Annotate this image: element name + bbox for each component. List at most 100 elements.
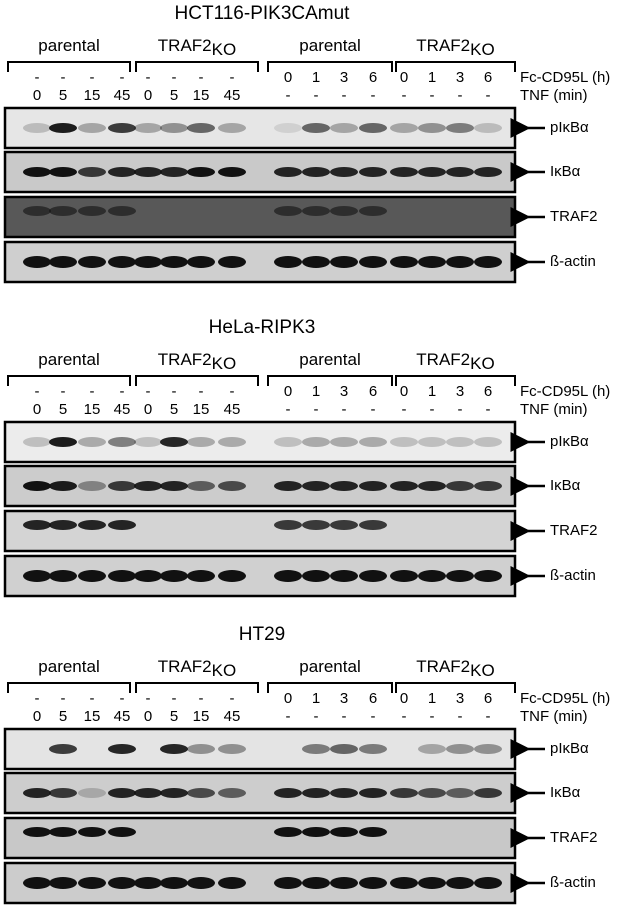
group-name: parental	[38, 350, 99, 369]
band	[108, 744, 136, 754]
group-name: TRAF2	[158, 350, 212, 369]
band	[23, 877, 51, 889]
tnf-lane-label: 0	[33, 87, 41, 104]
band	[187, 481, 215, 491]
fc-lane-label: 6	[369, 383, 377, 400]
band	[134, 437, 162, 447]
blot-label: IκBα	[550, 784, 581, 801]
band	[49, 520, 77, 530]
group-label: parental	[38, 657, 99, 676]
tnf-lane-label: 45	[114, 708, 131, 725]
tnf-lane-label: 15	[193, 401, 210, 418]
band	[108, 520, 136, 530]
band	[446, 437, 474, 447]
band	[187, 744, 215, 754]
fc-lane-label: 0	[284, 69, 292, 86]
band	[418, 256, 446, 268]
tnf-lane-label: 0	[33, 401, 41, 418]
fc-lane-label: 6	[484, 383, 492, 400]
band	[108, 206, 136, 216]
row-label: TNF (min)	[520, 401, 588, 418]
tnf-lane-label: -	[342, 708, 347, 725]
band	[446, 788, 474, 798]
band	[390, 437, 418, 447]
band	[78, 827, 106, 837]
blot-label: pIκBα	[550, 433, 589, 450]
band	[108, 123, 136, 133]
group-suffix: KO	[470, 661, 495, 680]
group-bracket	[267, 682, 393, 693]
band	[474, 123, 502, 133]
band	[390, 570, 418, 582]
band	[160, 437, 188, 447]
group-bracket	[135, 682, 259, 693]
fc-lane-label: 6	[484, 690, 492, 707]
group-bracket	[395, 682, 516, 693]
band	[49, 744, 77, 754]
tnf-lane-label: -	[371, 401, 376, 418]
band	[302, 206, 330, 216]
fc-lane-label: -	[35, 69, 40, 86]
band	[359, 481, 387, 491]
band	[23, 788, 51, 798]
band	[418, 877, 446, 889]
band	[108, 877, 136, 889]
tnf-lane-label: 45	[224, 708, 241, 725]
blot	[3, 816, 517, 860]
band	[274, 570, 302, 582]
band	[218, 877, 246, 889]
band	[330, 520, 358, 530]
fc-lane-label: 1	[428, 690, 436, 707]
group-label: TRAF2KO	[158, 36, 236, 59]
tnf-lane-label: -	[286, 708, 291, 725]
band	[218, 570, 246, 582]
group-name: TRAF2	[416, 36, 470, 55]
blot-label: pIκBα	[550, 740, 589, 757]
tnf-lane-label: 15	[193, 87, 210, 104]
band	[274, 256, 302, 268]
tnf-lane-label: 5	[170, 401, 178, 418]
fc-lane-label: 0	[400, 690, 408, 707]
band	[134, 256, 162, 268]
band	[134, 123, 162, 133]
band	[108, 256, 136, 268]
band	[108, 827, 136, 837]
fc-lane-label: 0	[284, 383, 292, 400]
fc-lane-label: 0	[400, 69, 408, 86]
band	[302, 256, 330, 268]
fc-lane-label: -	[230, 69, 235, 86]
band	[302, 520, 330, 530]
group-suffix: KO	[470, 40, 495, 59]
band	[330, 206, 358, 216]
band	[134, 570, 162, 582]
band	[274, 788, 302, 798]
band	[418, 123, 446, 133]
band	[160, 570, 188, 582]
band	[187, 788, 215, 798]
group-bracket	[135, 375, 259, 386]
fc-lane-label: -	[199, 69, 204, 86]
fc-lane-label: 1	[312, 69, 320, 86]
band	[418, 570, 446, 582]
band	[78, 788, 106, 798]
tnf-lane-label: 5	[170, 87, 178, 104]
blot-label: pIκBα	[550, 119, 589, 136]
band	[330, 788, 358, 798]
panel-title: HT29	[239, 624, 285, 645]
group-bracket	[395, 375, 516, 386]
band	[302, 570, 330, 582]
group-label: parental	[299, 657, 360, 676]
fc-lane-label: -	[61, 690, 66, 707]
tnf-lane-label: -	[314, 401, 319, 418]
band	[274, 520, 302, 530]
tnf-lane-label: -	[286, 401, 291, 418]
group-name: parental	[38, 657, 99, 676]
band	[330, 877, 358, 889]
row-label: TNF (min)	[520, 87, 588, 104]
blot	[3, 509, 517, 553]
fc-lane-label: 3	[456, 383, 464, 400]
band	[359, 744, 387, 754]
band	[390, 167, 418, 177]
tnf-lane-label: -	[286, 87, 291, 104]
band	[302, 827, 330, 837]
